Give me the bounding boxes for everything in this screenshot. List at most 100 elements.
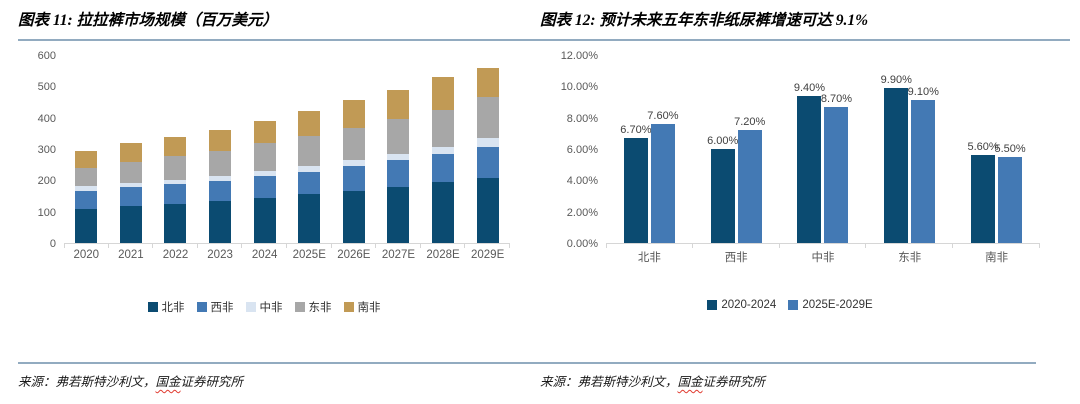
bar-wrap: 7.20% <box>734 116 765 243</box>
bar-segment-北非 <box>476 178 499 243</box>
data-label: 5.60% <box>967 141 999 154</box>
category-cell: 东非 9.90% 9.10% <box>866 55 953 264</box>
figure-11-legend: 北非 西非 中非 东非 南非 <box>18 299 510 315</box>
y-axis-tick-label: 400 <box>37 112 56 125</box>
y-axis-tick-label: 300 <box>37 144 56 156</box>
bar-segment-南非 <box>164 136 187 157</box>
bar-2025E-2029E <box>911 100 936 243</box>
bar-segment-中非 <box>119 182 142 188</box>
x-category-label: 2023 <box>207 249 233 261</box>
x-category-label: 2021 <box>118 249 144 261</box>
bar-group: 9.40% 8.70% <box>794 82 852 243</box>
stacked-bar <box>476 67 499 243</box>
x-category-label: 2020 <box>73 249 100 261</box>
bar-segment-中非 <box>209 175 232 181</box>
x-category-label: 2026E <box>337 249 371 261</box>
bar-segment-东非 <box>253 143 276 171</box>
bar-segment-中非 <box>164 179 187 185</box>
stacked-bar <box>75 150 98 243</box>
bar-segment-西非 <box>75 190 98 209</box>
bar-segment-中非 <box>432 147 455 155</box>
bar-segment-中非 <box>75 186 98 191</box>
legend-swatch <box>343 302 354 312</box>
bar-group: 5.60% 5.50% <box>967 141 1026 243</box>
bar-2020-2024 <box>710 149 735 243</box>
x-category-label: 北非 <box>637 252 661 264</box>
legend-item-2020-2024: 2020-2024 <box>707 299 776 311</box>
legend-swatch <box>196 302 207 312</box>
bar-group: 9.90% 9.10% <box>881 74 939 243</box>
bar-wrap: 9.90% <box>881 74 912 243</box>
data-label: 7.20% <box>734 116 766 129</box>
stacked-bar <box>253 120 276 243</box>
bar-2025E-2029E <box>998 156 1023 243</box>
y-axis-tick-label: 500 <box>37 81 56 94</box>
bar-segment-西非 <box>342 166 365 191</box>
legend-item-东非: 东非 <box>294 299 332 315</box>
bar-wrap: 6.00% <box>707 135 738 243</box>
y-axis-tick-label: 8.00% <box>566 112 598 125</box>
bar-segment-西非 <box>209 180 232 202</box>
stacked-bar <box>164 136 187 243</box>
data-label: 8.70% <box>820 92 853 105</box>
plot-area: 北非 6.70% 7.60% 西非 6.00% 7.20% 中非 9.40% 8.70% 东非 9.… <box>606 55 1040 264</box>
bar-segment-中非 <box>342 160 365 167</box>
bar-segment-南非 <box>119 142 142 162</box>
bar-segment-南非 <box>476 67 499 98</box>
x-category-label: 东非 <box>898 252 922 264</box>
bar-2020-2024 <box>971 155 996 243</box>
y-axis-tick-label: 600 <box>37 50 56 62</box>
bar-segment-东非 <box>164 156 187 180</box>
data-label: 9.10% <box>907 86 939 99</box>
y-axis-tick-label: 2.00% <box>566 206 598 219</box>
bar-segment-中非 <box>253 170 276 177</box>
bar-2020-2024 <box>623 138 648 243</box>
bar-segment-中非 <box>298 165 321 172</box>
category-cell: 2027E <box>376 55 421 261</box>
x-category-label: 西非 <box>724 252 748 264</box>
source-text-spellcheck: 国金 <box>677 375 703 389</box>
bar-segment-南非 <box>387 89 410 119</box>
bar-segment-中非 <box>387 154 410 161</box>
bar-segment-北非 <box>209 201 232 243</box>
legend-item-南非: 南非 <box>343 299 381 315</box>
bar-2025E-2029E <box>650 123 675 243</box>
source-text: 来源：弗若斯特沙利文， <box>540 375 678 389</box>
data-label: 6.00% <box>707 135 739 147</box>
bar-segment-南非 <box>342 100 365 129</box>
source-text: 证券研究所 <box>702 375 766 389</box>
bar-segment-北非 <box>342 190 365 243</box>
bar-segment-南非 <box>298 111 321 137</box>
bar-segment-南非 <box>75 150 98 169</box>
y-axis-tick-label: 200 <box>37 175 56 188</box>
figure-12-title: 图表 12: 预计未来五年东非纸尿裤增速可达 9.1% <box>540 12 869 29</box>
legend-label: 南非 <box>357 302 381 314</box>
bar-segment-南非 <box>432 76 455 110</box>
x-category-label: 中非 <box>811 252 835 264</box>
bar-segment-西非 <box>298 171 321 195</box>
legend-label: 北非 <box>161 302 185 314</box>
category-cell: 2020 <box>64 55 109 261</box>
stacked-bar <box>298 111 321 243</box>
bar-segment-西非 <box>164 184 187 204</box>
bar-segment-西非 <box>119 187 142 207</box>
category-cell: 2028E <box>421 55 466 261</box>
legend-swatch <box>147 302 158 312</box>
data-label: 7.60% <box>647 109 679 122</box>
legend-swatch <box>294 302 305 312</box>
figure-12-legend: 2020-2024 2025E-2029E <box>540 299 1040 311</box>
figure-11-title: 图表 11: 拉拉裤市场规模（百万美元） <box>18 12 279 29</box>
x-category-label: 2028E <box>426 249 460 261</box>
bar-segment-北非 <box>164 203 187 243</box>
source-separator-line <box>18 362 1036 364</box>
category-cell: 2023 <box>198 55 243 261</box>
legend-swatch <box>245 302 256 312</box>
y-axis-tick-label: 4.00% <box>566 175 598 188</box>
data-label: 5.50% <box>994 142 1026 155</box>
bar-segment-东非 <box>298 136 321 166</box>
bar-segment-北非 <box>432 182 455 243</box>
figure-12-panel: 图表 12: 预计未来五年东非纸尿裤增速可达 9.1% 0.00% 2.00% 4.… <box>540 0 1040 404</box>
bar-segment-东非 <box>342 128 365 161</box>
legend-label: 西非 <box>210 302 234 314</box>
category-cell: 北非 6.70% 7.60% <box>606 55 693 264</box>
